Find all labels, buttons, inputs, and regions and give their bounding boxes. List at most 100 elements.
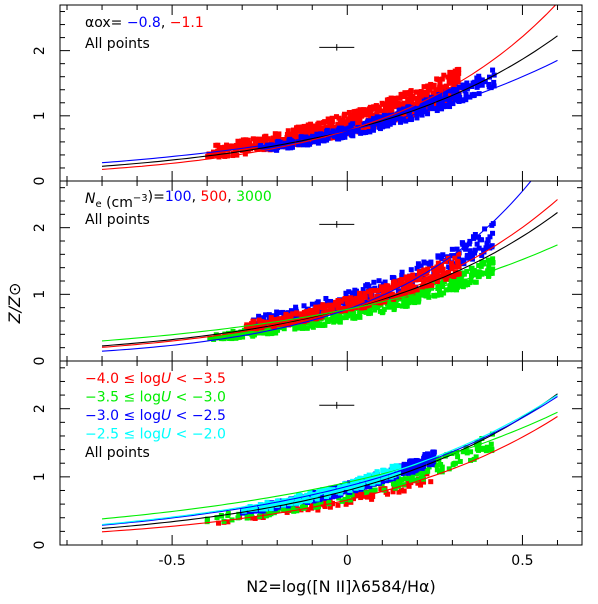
data-point: [399, 272, 405, 278]
data-point: [333, 493, 339, 499]
data-point: [474, 446, 480, 452]
data-point: [434, 267, 440, 273]
data-point: [260, 315, 266, 321]
data-point: [240, 334, 246, 340]
data-point: [356, 299, 362, 305]
y-tick-label: 1: [32, 111, 48, 120]
data-point: [421, 267, 427, 273]
data-point: [469, 272, 475, 278]
data-point: [394, 282, 400, 288]
data-point: [435, 253, 441, 259]
data-point: [407, 117, 413, 123]
data-point: [270, 138, 276, 144]
data-point: [323, 124, 329, 130]
data-point: [369, 112, 375, 118]
data-point: [433, 462, 439, 468]
data-point: [401, 482, 407, 488]
data-point: [437, 268, 443, 274]
data-point: [450, 101, 456, 107]
data-point: [412, 300, 418, 306]
data-point: [446, 97, 452, 103]
data-point: [455, 454, 461, 460]
data-point: [481, 259, 487, 265]
data-point: [402, 285, 408, 291]
data-point: [300, 318, 306, 324]
data-point: [438, 281, 444, 287]
legend-line: −3.5 ≤ logU < −3.0: [85, 390, 226, 406]
data-point: [328, 298, 334, 304]
data-point: [435, 76, 441, 82]
data-point: [346, 311, 352, 317]
data-point: [454, 77, 460, 83]
data-point: [406, 281, 412, 287]
data-point: [326, 118, 332, 124]
data-point: [461, 245, 467, 251]
data-point: [448, 73, 454, 79]
legend: −4.0 ≤ logU < −3.5 −3.5 ≤ logU < −3.0 −3.0…: [85, 371, 226, 461]
data-point: [375, 287, 381, 293]
data-point: [235, 515, 241, 521]
data-point: [333, 315, 339, 321]
data-point: [488, 85, 494, 91]
x-tick-labels: -0.5 0 0.5: [158, 553, 533, 569]
data-point: [410, 285, 416, 291]
data-point: [435, 260, 441, 266]
data-point: [306, 498, 312, 504]
data-point: [334, 307, 340, 313]
data-point: [371, 287, 377, 293]
data-point: [324, 317, 330, 323]
data-point: [367, 129, 373, 135]
data-point: [469, 93, 475, 99]
data-point: [391, 472, 397, 478]
legend-line: −3.0 ≤ logU < −2.5: [85, 408, 226, 424]
data-point: [225, 334, 231, 340]
data-point: [370, 127, 376, 133]
data-point: [403, 274, 409, 280]
data-point: [425, 289, 431, 295]
data-point: [411, 459, 417, 465]
data-point: [257, 319, 263, 325]
data-point: [451, 93, 457, 99]
data-point: [393, 104, 399, 110]
data-point: [349, 290, 355, 296]
data-point: [235, 138, 241, 144]
data-point: [439, 256, 445, 262]
data-point: [421, 84, 427, 90]
data-point: [418, 263, 424, 269]
data-point: [462, 282, 468, 288]
data-point: [431, 292, 437, 298]
data-point: [398, 119, 404, 125]
data-point: [473, 454, 479, 460]
data-point: [381, 487, 387, 493]
data-point: [360, 287, 366, 293]
data-point: [446, 466, 452, 472]
data-point: [341, 113, 347, 119]
data-point: [487, 244, 493, 250]
data-point: [407, 96, 413, 102]
data-point: [260, 514, 266, 520]
data-point: [342, 481, 348, 487]
data-point: [414, 477, 420, 483]
data-point: [263, 138, 269, 144]
data-point: [361, 121, 367, 127]
data-point: [421, 479, 427, 485]
data-point: [280, 315, 286, 321]
data-point: [454, 284, 460, 290]
data-point: [271, 313, 277, 319]
panel-frame: [59, 4, 583, 182]
data-point: [342, 134, 348, 140]
data-point: [457, 95, 463, 101]
data-point: [485, 268, 491, 274]
data-point: [238, 145, 244, 151]
data-point: [340, 315, 346, 321]
data-point: [438, 292, 444, 298]
data-point: [241, 508, 247, 514]
data-point: [460, 270, 466, 276]
data-point: [308, 311, 314, 317]
panel-3: 012−4.0 ≤ logU < −3.5−3.5 ≤ logU < −3.0−…: [32, 360, 583, 549]
legend-line: All points: [85, 445, 150, 461]
data-point: [439, 469, 445, 475]
data-point: [442, 94, 448, 100]
data-point: [315, 299, 321, 305]
data-point: [400, 463, 406, 469]
